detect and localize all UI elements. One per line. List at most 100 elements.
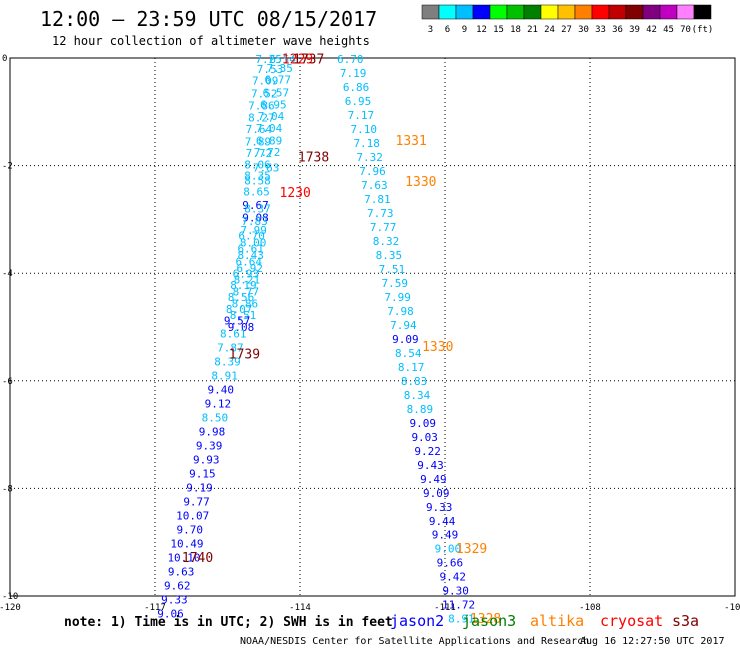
swh-value: 7.63 xyxy=(361,179,388,192)
legend-swatch xyxy=(455,4,474,20)
swh-value: 9.77 xyxy=(183,495,210,508)
legend-swatch xyxy=(642,4,661,20)
legend-label: 70 xyxy=(680,25,691,35)
satellite-altika: altika xyxy=(530,612,584,630)
swh-value: 8.54 xyxy=(395,347,422,360)
swh-value: 8.86 xyxy=(232,297,259,310)
swh-value: 7.59 xyxy=(381,277,408,290)
swh-value: 9.09 xyxy=(392,333,419,346)
legend-label: 27 xyxy=(561,25,572,35)
swh-points: 7.256.547.357.536.777.096.577.526.957.86… xyxy=(157,53,475,626)
legend-label: (ft) xyxy=(692,25,714,35)
swh-value: 9.39 xyxy=(196,439,223,452)
swh-value: 9.49 xyxy=(432,529,459,542)
swh-value: 8.51 xyxy=(230,309,257,322)
swh-value: 6.86 xyxy=(343,81,370,94)
y-axis-ticks: 0 -2 -4 -6 -8 -10 xyxy=(2,54,18,602)
swh-value: 8.91 xyxy=(211,369,238,382)
swh-value: 7.51 xyxy=(379,263,406,276)
legend-swatch xyxy=(489,4,508,20)
swh-value: 9.12 xyxy=(205,397,232,410)
swh-value: 6.70 xyxy=(238,230,265,243)
swh-value: 8.91 xyxy=(448,613,475,626)
swh-value: 8.06 xyxy=(244,159,271,172)
swh-value: 6.77 xyxy=(265,74,292,87)
swh-value: 7.77 xyxy=(370,221,397,234)
pass-time: 1329 xyxy=(456,542,487,557)
plot-grid xyxy=(10,58,735,596)
swh-value: 8.43 xyxy=(237,249,264,262)
plot-frame xyxy=(9,57,736,597)
legend-label: 15 xyxy=(493,25,504,35)
swh-value: 6.92 xyxy=(236,262,263,275)
swh-value: 8.21 xyxy=(234,274,261,287)
pass-time: 1740 xyxy=(182,551,213,566)
swh-value: 7.96 xyxy=(359,165,386,178)
pass-time: 1331 xyxy=(396,134,427,149)
swh-value: 6.64 xyxy=(236,255,263,268)
swh-value: 8.61 xyxy=(220,328,247,341)
swh-value: 7.64 xyxy=(246,123,273,136)
pass-time: 1230 xyxy=(280,186,311,201)
swh-value: 8.39 xyxy=(214,356,241,369)
legend-swatch xyxy=(625,4,644,20)
swh-value: 7.04 xyxy=(256,122,283,135)
swh-value: 7.63 xyxy=(253,161,280,174)
swh-value: 7.99 xyxy=(384,291,411,304)
swh-value: 7.18 xyxy=(353,137,380,150)
swh-value: 6.61 xyxy=(237,243,264,256)
swh-value: 8.27 xyxy=(248,111,275,124)
swh-value: 7.17 xyxy=(348,109,375,122)
swh-value: 7.52 xyxy=(251,88,278,101)
swh-value: 7.25 xyxy=(255,53,282,66)
swh-value: 7.87 xyxy=(217,342,244,355)
legend-swatch xyxy=(608,4,627,20)
swh-value: 6.70 xyxy=(337,53,364,66)
swh-value: 7.04 xyxy=(258,110,285,123)
legend-label: 33 xyxy=(595,25,606,35)
legend-swatch xyxy=(693,4,712,20)
swh-value: 9.57 xyxy=(224,315,251,328)
swh-value: 8.50 xyxy=(202,411,229,424)
legend-label: 18 xyxy=(510,25,521,35)
swh-value: 9.70 xyxy=(177,523,204,536)
swh-value: 9.06 xyxy=(157,607,184,620)
x-tick-label: -108 xyxy=(579,603,601,613)
swh-value: 9.67 xyxy=(242,199,269,212)
y-tick-label: -2 xyxy=(2,162,13,172)
satellite-jason3: jason3 xyxy=(462,612,516,630)
swh-value: 7.94 xyxy=(390,319,417,332)
swh-value: 8.17 xyxy=(398,361,425,374)
swh-value: 8.19 xyxy=(230,279,257,292)
legend-swatch xyxy=(676,4,695,20)
legend-swatch xyxy=(421,4,440,20)
legend-swatch xyxy=(591,4,610,20)
swh-value: 9.03 xyxy=(411,431,438,444)
legend-label: 39 xyxy=(629,25,640,35)
satellite-legend: jason2 jason3 altika cryosat s3a xyxy=(390,612,699,630)
swh-value: 8.07 xyxy=(226,303,253,316)
swh-value: 10.07 xyxy=(176,509,209,522)
legend-swatch xyxy=(506,4,525,20)
y-tick-label: -6 xyxy=(2,377,13,387)
swh-value: 9.33 xyxy=(161,593,188,606)
swh-value: 9.08 xyxy=(242,211,269,224)
swh-value: 9.44 xyxy=(429,515,456,528)
swh-value: 9.30 xyxy=(442,585,469,598)
swh-value: 9.43 xyxy=(417,459,444,472)
y-tick-label: 0 xyxy=(2,54,7,64)
x-tick-label: -114 xyxy=(289,603,311,613)
swh-value: 6.57 xyxy=(263,87,290,100)
swh-value: 10.10 xyxy=(167,551,200,564)
swh-value: 7.10 xyxy=(351,123,378,136)
credit-line: NOAA/NESDIS Center for Satellite Applica… xyxy=(240,636,589,647)
swh-value: 9.42 xyxy=(439,571,466,584)
satellite-cryosat: cryosat xyxy=(600,612,663,630)
swh-value: 7.72 xyxy=(246,147,273,160)
pass-time: 1739 xyxy=(229,347,260,362)
swh-value: 11.72 xyxy=(442,599,475,612)
swh-value: 7.89 xyxy=(245,135,272,148)
swh-value: 9.62 xyxy=(164,579,191,592)
